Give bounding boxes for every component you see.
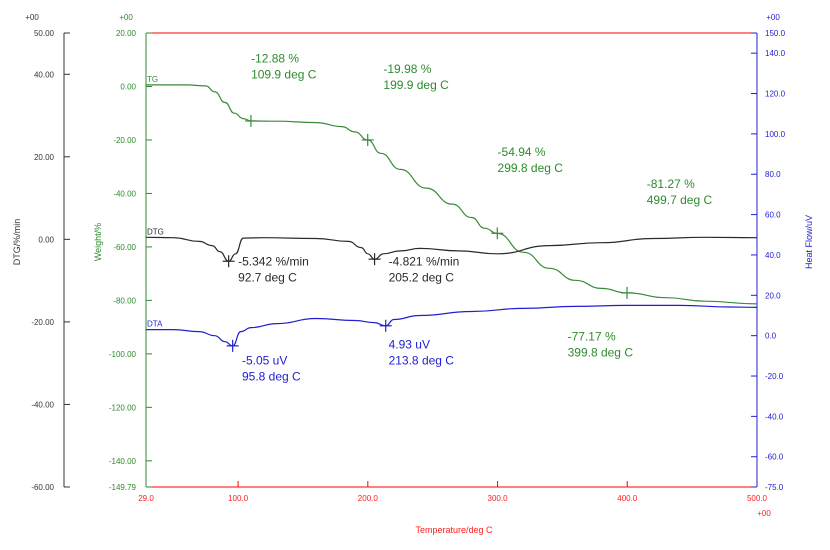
heat-tick-label: 100.0: [765, 130, 786, 139]
weight-tick-label: 0.00: [120, 82, 136, 91]
x-axis-exponent: +00: [757, 509, 771, 518]
series-dtg-line: [145, 236, 758, 262]
marker-weight: [491, 227, 504, 240]
annotation: -19.98 % 199.9 deg C: [383, 62, 449, 92]
axes-layer: 29.0 100.0 200.0 300.0 400.0 500.0 50.00 40.00 2…: [31, 29, 785, 503]
x-tick-label: 200.0: [358, 494, 379, 503]
weight-axis-title: Weight/%: [93, 223, 103, 261]
weight-tick-label: 20.00: [116, 29, 137, 38]
marker-heat: [226, 339, 239, 352]
heat-tick-label: -40.0: [765, 412, 784, 421]
heat-tick-label: 40.0: [765, 251, 781, 260]
weight-tick-label: -100.00: [109, 350, 137, 359]
heat-tick-label: -20.0: [765, 372, 784, 381]
marker-dtg: [222, 255, 235, 268]
series-dta-line: [145, 304, 758, 347]
weight-tick-label: -20.00: [113, 136, 136, 145]
label-layer: TG DTG DTA -12.88 % 109.9 deg C -19.98 % 199.9…: [147, 51, 712, 383]
heat-tick-label: -75.0: [765, 483, 784, 492]
heat-axis-title: Heat Flow/uV: [804, 215, 814, 269]
curve-label-tg: TG: [147, 75, 158, 84]
weight-tick-label: -80.00: [113, 296, 136, 305]
annotation: -12.88 % 109.9 deg C: [251, 51, 317, 81]
marker-weight: [361, 133, 374, 146]
marker-heat: [379, 319, 392, 332]
x-axis-title: Temperature/deg C: [415, 525, 493, 535]
annotation: -81.27 % 499.7 deg C: [647, 177, 713, 207]
heat-tick-label: -60.0: [765, 453, 784, 462]
heat-tick-label: 140.0: [765, 49, 786, 58]
dtg-axis-exponent: +00: [25, 13, 39, 22]
heat-tick-label: 150.0: [765, 29, 786, 38]
heat-tick-label: 60.0: [765, 211, 781, 220]
x-tick-label: 500.0: [747, 494, 768, 503]
marker-weight: [621, 286, 634, 299]
annotation: 4.93 uV 213.8 deg C: [389, 338, 455, 368]
weight-tick-label: -120.00: [109, 403, 137, 412]
curve-label-dtg: DTG: [147, 227, 164, 236]
annotation: -5.342 %/min 92.7 deg C: [238, 255, 309, 285]
heat-axis-exponent: +00: [766, 13, 780, 22]
heat-tick-label: 80.0: [765, 170, 781, 179]
dtg-tick-label: 20.00: [34, 153, 55, 162]
curve-label-dta: DTA: [147, 320, 163, 329]
dtg-tick-label: 40.00: [34, 70, 55, 79]
dtg-tick-label: -60.00: [31, 483, 54, 492]
weight-axis-exponent: +00: [119, 13, 133, 22]
weight-tick-label: -40.00: [113, 189, 136, 198]
heat-tick-label: 120.0: [765, 90, 786, 99]
weight-tick-label: -60.00: [113, 243, 136, 252]
x-tick-label: 100.0: [228, 494, 249, 503]
dtg-axis-title: DTG/%/min: [12, 219, 22, 266]
dtg-tick-label: -40.00: [31, 400, 54, 409]
marker-weight: [244, 114, 257, 127]
annotation: -4.821 %/min 205.2 deg C: [389, 255, 460, 285]
x-tick-label: 300.0: [488, 494, 509, 503]
marker-layer: [222, 114, 634, 352]
weight-tick-label: -149.79: [109, 483, 137, 492]
dtg-tick-label: 50.00: [34, 29, 55, 38]
annotation: -77.17 % 399.8 deg C: [568, 329, 634, 359]
heat-tick-label: 20.0: [765, 291, 781, 300]
annotation: -5.05 uV 95.8 deg C: [242, 354, 301, 384]
marker-dtg: [368, 253, 381, 266]
series-tg-line: [146, 84, 758, 305]
weight-tick-label: -140.00: [109, 457, 137, 466]
annotation: -54.94 % 299.8 deg C: [498, 145, 564, 175]
dtg-tick-label: -20.00: [31, 318, 54, 327]
x-tick-label: 400.0: [617, 494, 638, 503]
heat-tick-label: 0.0: [765, 332, 777, 341]
x-tick-label: 29.0: [138, 494, 154, 503]
series-layer: [145, 84, 758, 347]
dtg-tick-label: 0.00: [38, 235, 54, 244]
